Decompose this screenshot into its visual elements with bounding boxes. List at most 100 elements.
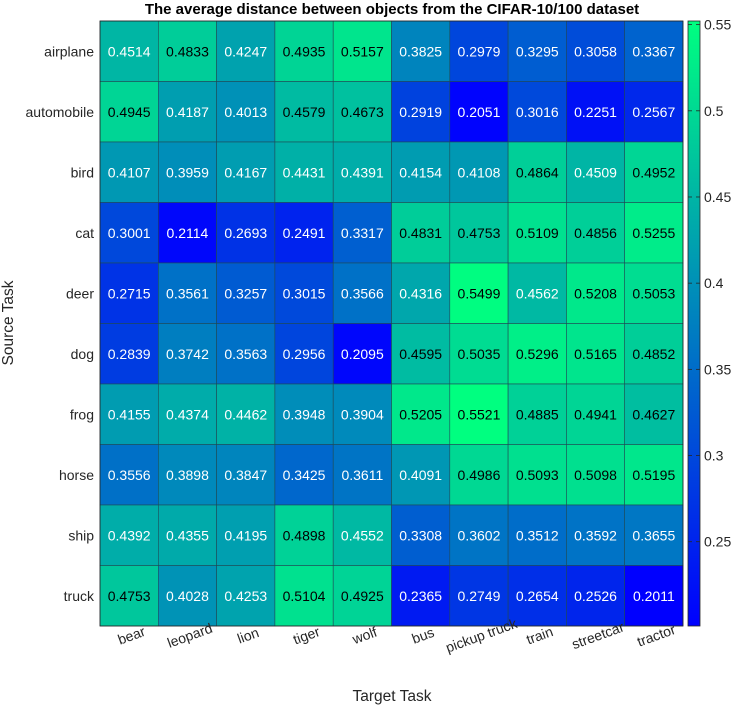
- x-axis-label: Target Task: [353, 688, 432, 705]
- heatmap-cell: [624, 20, 684, 82]
- colorbar-tick-label: 0.4: [704, 275, 724, 291]
- cell-value-label: 0.5109: [516, 225, 559, 241]
- y-tick-label: airplane: [44, 43, 94, 59]
- cell-value-label: 0.4753: [458, 225, 501, 241]
- colorbar-tick-label: 0.3: [704, 448, 724, 464]
- heatmap-cell: [624, 262, 684, 324]
- x-tick-label: tiger: [291, 623, 322, 647]
- cell-value-label: 0.3001: [108, 225, 151, 241]
- cell-value-label: 0.5296: [516, 346, 559, 362]
- heatmap-cell: [449, 504, 509, 566]
- cell-value-label: 0.5205: [399, 406, 442, 422]
- heatmap-cell: [391, 262, 451, 324]
- heatmap-cell: [566, 141, 626, 203]
- cell-value-label: 0.4753: [108, 588, 151, 604]
- cell-value-label: 0.2654: [516, 588, 559, 604]
- cell-value-label: 0.4013: [224, 104, 267, 120]
- cell-value-label: 0.5255: [632, 225, 675, 241]
- cell-value-label: 0.4374: [166, 406, 209, 422]
- heatmap-cell: [507, 444, 567, 506]
- y-tick-labels: airplane automobile bird cat deer dog frog hors…: [26, 43, 95, 604]
- heatmap-cell: [216, 504, 276, 566]
- heatmap-cell: [99, 141, 159, 203]
- cell-value-label: 0.4885: [516, 406, 559, 422]
- heatmap-cell: [391, 444, 451, 506]
- heatmap-cell: [507, 565, 567, 627]
- heatmap-cell: [332, 504, 392, 566]
- cell-value-label: 0.4509: [574, 164, 617, 180]
- colorbar-tick-label: 0.55: [704, 17, 731, 33]
- cell-value-label: 0.3015: [283, 285, 326, 301]
- heatmap-cell: [507, 81, 567, 143]
- cell-value-label: 0.5157: [341, 43, 384, 59]
- heatmap-cell: [158, 141, 217, 203]
- cell-value-label: 0.3556: [108, 467, 151, 483]
- cell-value-label: 0.4852: [632, 346, 675, 362]
- heatmap-cell: [216, 444, 276, 506]
- cell-value-label: 0.4316: [399, 285, 442, 301]
- cell-value-label: 0.3611: [341, 467, 383, 483]
- cell-value-label: 0.2749: [458, 588, 501, 604]
- cell-value-label: 0.3847: [224, 467, 267, 483]
- cell-value-label: 0.2011: [633, 588, 675, 604]
- cell-value-label: 0.3257: [224, 285, 267, 301]
- cell-value-label: 0.5165: [574, 346, 617, 362]
- heatmap-cell: [507, 262, 567, 324]
- x-tick-label: bus: [410, 624, 437, 647]
- cell-value-label: 0.4935: [283, 43, 326, 59]
- heatmap-cell: [391, 81, 451, 143]
- colorbar-ticks: 0.25 0.3 0.35 0.4 0.45 0.5 0.55: [688, 17, 731, 550]
- heatmap-cell: [391, 323, 451, 385]
- cell-value-label: 0.3561: [166, 285, 209, 301]
- heatmap-cell: [449, 383, 509, 445]
- heatmap-cell: [391, 565, 451, 627]
- cell-value-label: 0.4392: [108, 527, 151, 543]
- cell-value-label: 0.4167: [224, 164, 267, 180]
- cell-value-label: 0.4864: [516, 164, 559, 180]
- cell-value-label: 0.4552: [341, 527, 384, 543]
- heatmap-cell: [507, 383, 567, 445]
- y-tick-label: truck: [64, 588, 95, 604]
- y-tick-label: ship: [68, 527, 94, 543]
- y-tick-label: dog: [71, 346, 94, 362]
- cell-value-label: 0.3898: [166, 467, 209, 483]
- cell-value-label: 0.5521: [458, 406, 501, 422]
- cell-value-label: 0.5053: [632, 285, 675, 301]
- plot-frame: [99, 20, 684, 627]
- cell-value-label: 0.2839: [108, 346, 151, 362]
- cell-value-label: 0.3566: [341, 285, 384, 301]
- colorbar: [687, 20, 701, 627]
- y-tick-label: bird: [71, 164, 94, 180]
- heatmap-cell: [507, 141, 567, 203]
- heatmap-cell: [449, 444, 509, 506]
- cell-value-label: 0.2979: [458, 43, 501, 59]
- cell-value-label: 0.2251: [574, 104, 617, 120]
- heatmap-cell: [391, 202, 451, 264]
- cell-value-label: 0.4945: [108, 104, 151, 120]
- cell-value-label: 0.2693: [224, 225, 267, 241]
- heatmap-cell: [274, 565, 334, 627]
- heatmap-cell: [158, 504, 217, 566]
- heatmap-cell: [216, 141, 276, 203]
- cell-value-label: 0.2567: [632, 104, 675, 120]
- cell-value-label: 0.3317: [341, 225, 384, 241]
- heatmap-cell: [449, 81, 509, 143]
- cell-value-label: 0.4253: [224, 588, 267, 604]
- heatmap-cell: [216, 81, 276, 143]
- heatmap-cell: [566, 383, 626, 445]
- heatmap-cell: [566, 565, 626, 627]
- heatmap-cell: [99, 565, 159, 627]
- cell-value-label: 0.2095: [341, 346, 384, 362]
- heatmap-cell: [449, 141, 509, 203]
- y-tick-label: horse: [59, 467, 94, 483]
- cell-value-label: 0.3655: [632, 527, 675, 543]
- colorbar-tick-label: 0.5: [704, 103, 724, 119]
- heatmap-cell: [391, 20, 451, 82]
- cell-value-label: 0.2051: [458, 104, 501, 120]
- y-tick-label: automobile: [26, 104, 95, 120]
- cell-value-label: 0.5093: [516, 467, 559, 483]
- heatmap-cell: [507, 504, 567, 566]
- y-tick-label: deer: [66, 285, 94, 301]
- cell-value-label: 0.2526: [574, 588, 617, 604]
- chart-title: The average distance between objects fro…: [145, 1, 639, 18]
